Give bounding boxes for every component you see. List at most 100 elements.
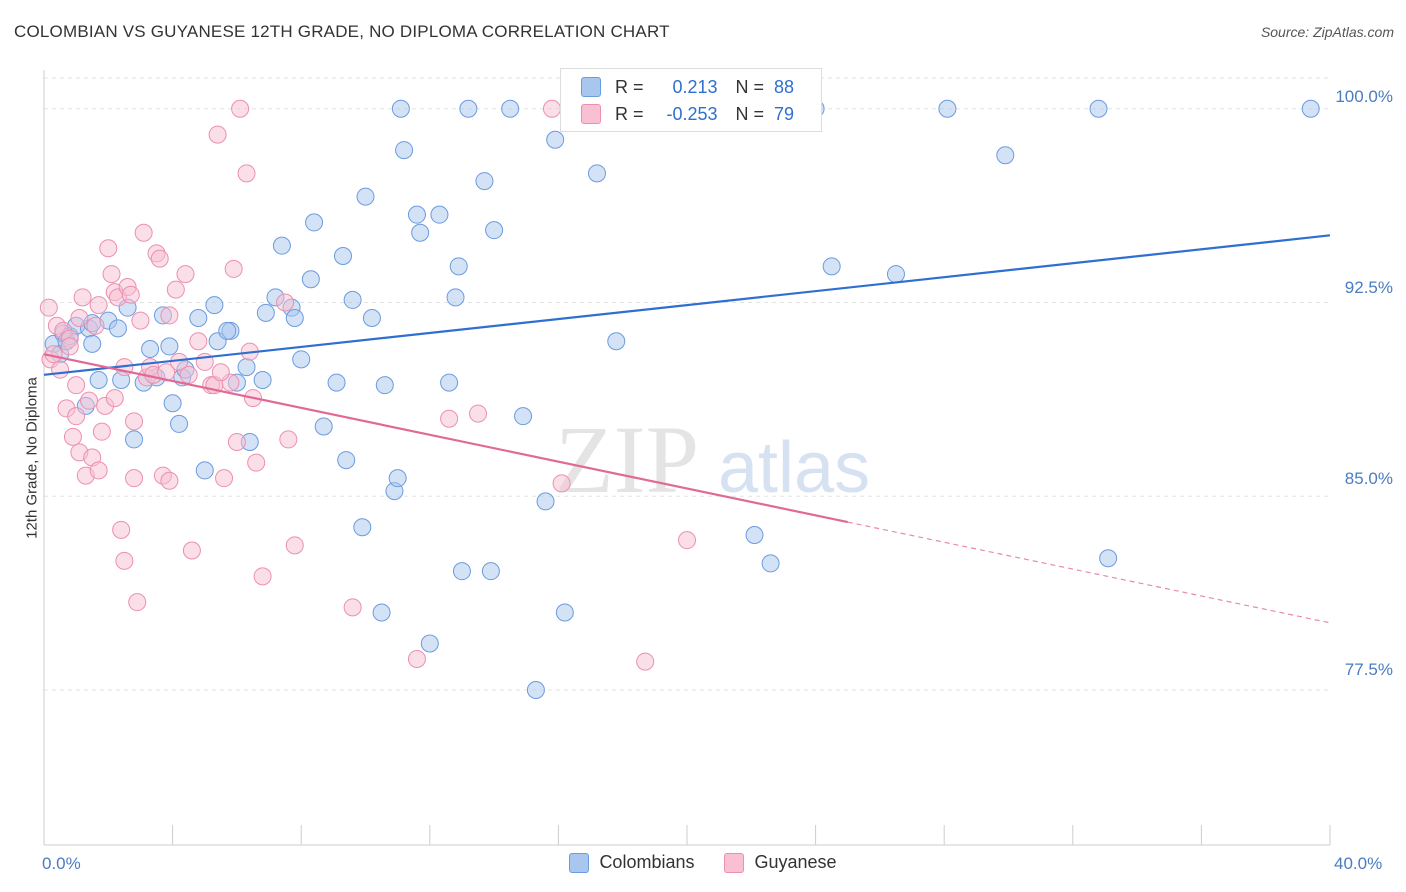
- data-point: [1099, 549, 1118, 568]
- data-point: [99, 239, 118, 258]
- legend-swatch-pink-icon: [581, 104, 601, 124]
- data-point: [215, 469, 234, 488]
- data-point: [276, 293, 295, 312]
- data-point: [485, 221, 504, 240]
- data-point: [514, 407, 533, 426]
- correlation-legend: R = 0.213 N = 88 R = -0.253 N = 79: [560, 68, 822, 132]
- legend-r-label: R =: [615, 103, 644, 124]
- data-point: [285, 536, 304, 555]
- legend-item-guyanese[interactable]: Guyanese: [724, 852, 837, 873]
- data-point: [105, 389, 124, 408]
- data-point: [112, 520, 131, 539]
- legend-label-colombians: Colombians: [599, 852, 695, 872]
- data-point: [314, 417, 333, 436]
- data-point: [89, 461, 108, 480]
- data-point: [362, 309, 381, 327]
- data-point: [501, 99, 520, 118]
- data-point: [86, 316, 105, 335]
- data-point: [407, 650, 426, 668]
- chart-source: Source: ZipAtlas.com: [1260, 24, 1394, 40]
- data-point: [745, 526, 764, 544]
- data-point: [343, 290, 362, 309]
- data-point: [469, 404, 488, 423]
- data-point: [237, 164, 256, 183]
- data-point: [353, 518, 372, 537]
- legend-n-label: N =: [735, 103, 765, 124]
- data-point: [526, 681, 545, 699]
- y-tick-label-92-5: 92.5%: [1344, 278, 1393, 297]
- data-point: [305, 213, 324, 232]
- data-point: [449, 257, 468, 276]
- data-point: [141, 340, 160, 358]
- data-point: [411, 223, 430, 242]
- data-point: [125, 430, 144, 449]
- data-point: [108, 319, 127, 338]
- data-point: [125, 469, 144, 488]
- data-point: [150, 249, 169, 268]
- legend-n-value: 88: [774, 76, 795, 97]
- data-point: [253, 371, 272, 389]
- data-point: [39, 298, 58, 317]
- legend-n-label: N =: [735, 76, 765, 97]
- legend-row-colombians: R = 0.213 N = 88: [581, 75, 794, 99]
- data-point: [70, 309, 89, 327]
- data-point: [272, 236, 291, 255]
- data-point: [134, 223, 153, 242]
- data-point: [131, 311, 150, 330]
- watermark: ZIP atlas: [555, 406, 870, 513]
- axes: [43, 70, 1331, 846]
- data-point: [189, 309, 208, 327]
- data-point: [160, 471, 179, 490]
- data-point: [536, 492, 555, 511]
- data-point: [231, 99, 250, 118]
- data-point: [176, 265, 195, 284]
- data-point: [160, 306, 179, 325]
- data-point: [208, 125, 227, 144]
- data-point: [636, 652, 655, 671]
- data-point: [115, 551, 134, 570]
- data-point: [170, 414, 189, 433]
- data-point: [195, 461, 214, 480]
- y-axis-label: 12th Grade, No Diploma: [23, 377, 41, 539]
- data-point: [89, 371, 108, 389]
- data-point: [1301, 99, 1320, 118]
- legend-item-colombians[interactable]: Colombians: [569, 852, 694, 873]
- data-point: [542, 99, 561, 118]
- data-point: [459, 99, 478, 118]
- data-point: [552, 474, 571, 493]
- data-point: [73, 288, 92, 307]
- y-tick-label-85: 85.0%: [1344, 469, 1393, 488]
- data-point: [51, 360, 70, 379]
- watermark-zip: ZIP: [555, 406, 699, 513]
- data-point: [356, 187, 375, 206]
- data-point: [125, 412, 144, 431]
- guyanese-swatch-icon: [724, 852, 745, 873]
- data-point: [237, 358, 256, 377]
- data-point: [63, 427, 82, 446]
- data-point: [555, 603, 574, 622]
- data-point: [337, 451, 356, 470]
- data-point: [80, 391, 99, 410]
- data-point: [253, 567, 272, 586]
- data-point: [938, 99, 957, 118]
- data-point: [279, 430, 298, 449]
- data-point: [83, 334, 102, 353]
- data-point: [67, 376, 86, 395]
- data-point: [430, 205, 449, 224]
- data-point: [224, 259, 243, 278]
- data-point: [822, 257, 841, 276]
- data-point: [227, 433, 246, 451]
- data-point: [128, 593, 147, 612]
- legend-r-value: -0.253: [666, 103, 718, 124]
- data-point: [886, 265, 905, 284]
- data-point: [301, 270, 320, 289]
- data-point: [1089, 99, 1108, 118]
- data-point: [587, 164, 606, 183]
- trend-line-extension: [847, 521, 1331, 624]
- data-point: [285, 309, 304, 327]
- legend-swatch-blue-icon: [581, 77, 601, 97]
- data-point: [60, 337, 79, 356]
- data-point: [607, 332, 626, 351]
- data-point: [475, 172, 494, 191]
- data-point: [218, 321, 237, 340]
